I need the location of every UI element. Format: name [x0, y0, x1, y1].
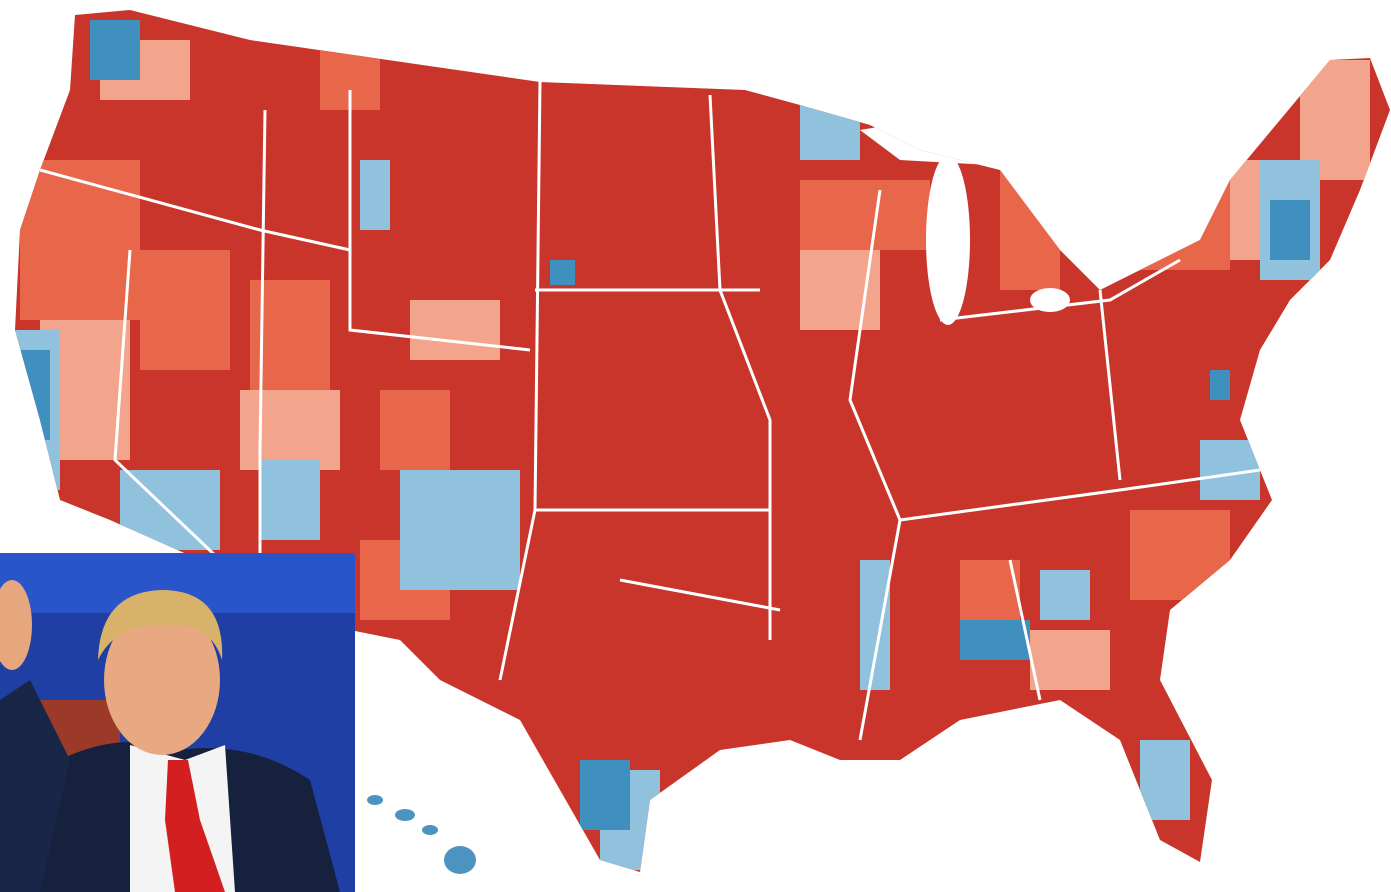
county-map-figure: [0, 0, 1391, 892]
photo-inset: [0, 553, 355, 892]
hawaii: [367, 795, 476, 874]
lake-michigan: [926, 155, 970, 325]
lake-erie: [1030, 288, 1070, 312]
page: [0, 0, 1391, 892]
